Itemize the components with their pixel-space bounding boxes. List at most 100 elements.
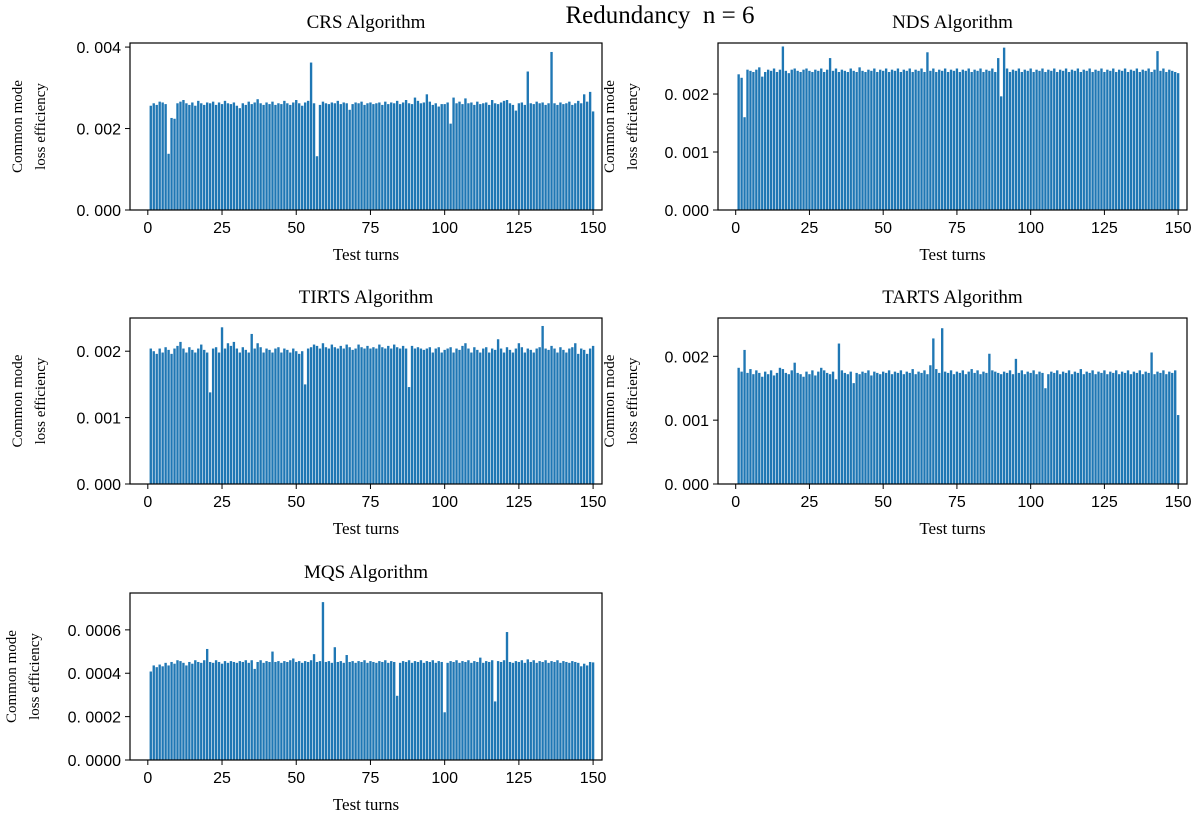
- bar: [286, 661, 289, 760]
- bar: [360, 661, 363, 760]
- bar: [461, 661, 464, 760]
- bar: [588, 348, 592, 484]
- bar: [1047, 374, 1050, 484]
- bar: [434, 103, 437, 210]
- y-tick-label: 0. 0000: [68, 753, 121, 770]
- bar: [286, 103, 289, 210]
- bar: [1038, 70, 1041, 210]
- bar: [464, 661, 467, 760]
- bar: [905, 70, 908, 210]
- bar: [591, 345, 595, 484]
- bar: [191, 102, 194, 210]
- bar: [467, 660, 470, 760]
- y-axis-label: Common mode: [4, 630, 20, 723]
- bar: [241, 347, 244, 484]
- bar: [1174, 71, 1177, 211]
- bar: [235, 662, 239, 760]
- bar: [958, 71, 962, 211]
- bar: [884, 372, 888, 484]
- bar: [1053, 68, 1056, 210]
- bar: [505, 347, 509, 484]
- bar: [158, 664, 161, 760]
- bar: [893, 70, 897, 210]
- bar: [1067, 370, 1071, 484]
- bar: [529, 661, 532, 760]
- bar: [908, 372, 911, 484]
- bar: [514, 110, 518, 210]
- bar: [828, 58, 832, 210]
- bar: [876, 71, 879, 211]
- bar: [292, 348, 295, 484]
- bar: [428, 101, 432, 210]
- bar: [244, 660, 247, 760]
- bar: [493, 103, 497, 210]
- x-tick-label: 0: [143, 494, 152, 511]
- bar: [935, 71, 938, 211]
- bar: [1014, 70, 1018, 210]
- bar: [250, 333, 253, 484]
- bar: [262, 104, 265, 210]
- bar: [781, 46, 785, 211]
- y-axis-label: loss efficiency: [27, 633, 43, 720]
- bar: [292, 658, 295, 760]
- bar: [499, 348, 503, 484]
- bar: [997, 372, 1000, 484]
- bar: [401, 345, 405, 484]
- bar: [493, 349, 497, 484]
- bar: [799, 374, 802, 484]
- bar: [941, 70, 944, 210]
- bar: [155, 353, 158, 484]
- x-tick-label: 50: [287, 494, 305, 511]
- bar: [1132, 70, 1136, 210]
- bar: [535, 101, 538, 210]
- x-tick-label: 75: [948, 494, 966, 511]
- bar: [366, 345, 369, 484]
- bar: [387, 345, 390, 484]
- bar: [553, 348, 556, 484]
- bar: [259, 660, 262, 760]
- bar: [188, 347, 191, 484]
- x-tick-label: 100: [1017, 494, 1044, 511]
- bar: [775, 372, 779, 484]
- bar: [949, 370, 953, 484]
- bar: [535, 662, 538, 760]
- bar: [911, 71, 914, 211]
- bar: [170, 353, 173, 484]
- bar: [499, 102, 503, 210]
- bar: [309, 660, 313, 760]
- bar: [1082, 374, 1085, 484]
- bar: [991, 370, 994, 484]
- bar: [562, 349, 565, 484]
- bar: [235, 105, 239, 210]
- bar: [1041, 68, 1044, 210]
- bar: [1165, 71, 1168, 211]
- bar: [419, 348, 423, 484]
- bar: [413, 661, 417, 760]
- bar: [277, 103, 280, 210]
- bar: [410, 104, 414, 210]
- bar: [544, 660, 547, 760]
- bar: [223, 661, 227, 760]
- bar: [1153, 374, 1156, 484]
- bar: [449, 123, 452, 210]
- x-tick-label: 0: [143, 220, 152, 237]
- bar: [840, 370, 844, 484]
- bar: [1014, 358, 1018, 484]
- y-tick-label: 0. 000: [665, 477, 710, 494]
- bar: [342, 348, 345, 484]
- x-tick-label: 0: [143, 770, 152, 787]
- y-axis-label: Common mode: [602, 354, 618, 447]
- bar: [295, 661, 298, 760]
- bar: [410, 662, 414, 760]
- subplot-tarts: 0 25 50 75 100 125 150 0. 000 0. 001 0. 002 TARTS …: [602, 287, 1192, 538]
- bar: [226, 662, 230, 760]
- bar: [292, 102, 295, 210]
- bar: [182, 100, 185, 210]
- bar: [220, 104, 224, 210]
- bar: [464, 343, 467, 484]
- bar: [870, 375, 873, 484]
- bar: [194, 660, 197, 760]
- bar: [208, 392, 212, 484]
- bar: [999, 374, 1003, 484]
- bar: [348, 661, 351, 760]
